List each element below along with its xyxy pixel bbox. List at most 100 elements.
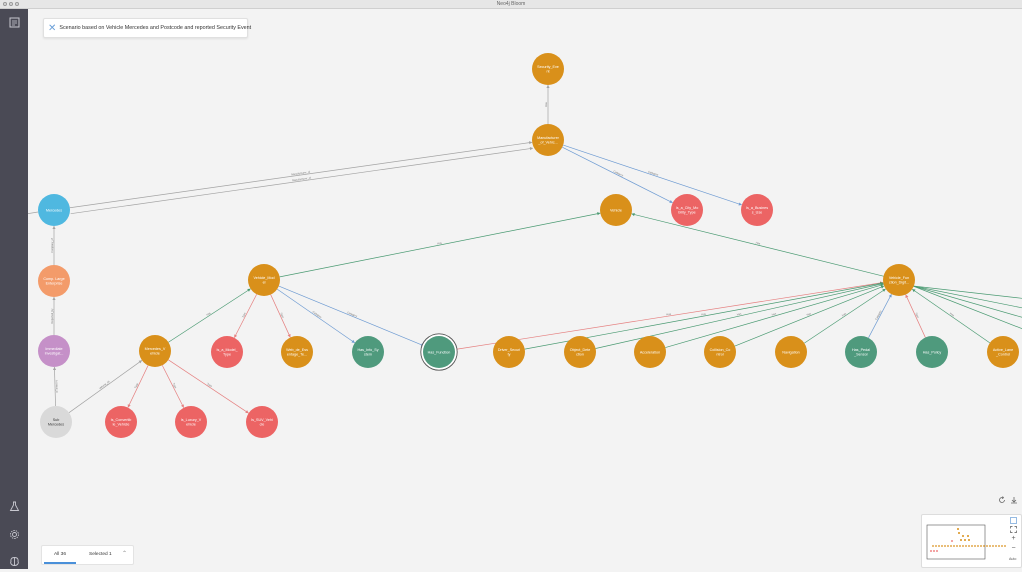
node-circle[interactable] [671,194,703,226]
node-circle[interactable] [211,336,243,368]
graph-edge[interactable] [54,366,56,407]
graph-edge[interactable] [563,144,742,206]
graph-node-vfun[interactable]: Vehicle_Function_Digit... [883,264,915,296]
graph-node-veh[interactable]: Vehicle [600,194,632,226]
flask-icon[interactable] [7,499,21,513]
graph-edge[interactable] [912,285,1022,299]
node-circle[interactable] [704,336,736,368]
minimize-window-button[interactable] [9,2,13,6]
graph-node-vmod[interactable]: Vehicle_Model [248,264,280,296]
graph-node-pol[interactable]: Has_Policy [916,336,948,368]
maximize-window-button[interactable] [15,2,19,6]
node-circle[interactable] [423,336,455,368]
zoom-in-button[interactable]: + [1011,535,1016,542]
graph-edge[interactable] [28,211,39,215]
node-circle[interactable] [741,194,773,226]
refresh-icon[interactable] [997,495,1006,504]
graph-edge[interactable] [911,288,991,344]
graph-edge[interactable] [665,284,884,348]
node-circle[interactable] [532,53,564,85]
node-circle[interactable] [600,194,632,226]
node-circle[interactable] [493,336,525,368]
minimap-icon[interactable] [1009,516,1018,525]
node-circle[interactable] [175,406,207,438]
graph-node-suv[interactable]: Is_SUV_Vehicle [246,406,278,438]
node-circle[interactable] [564,336,596,368]
zoom-out-button[interactable]: − [1011,545,1016,552]
graph-edge[interactable] [868,293,892,339]
node-circle[interactable] [281,336,313,368]
graph-node-alc[interactable]: Active_Lane_Control [987,336,1019,368]
node-circle[interactable] [38,194,70,226]
graph-edge[interactable] [168,359,249,414]
node-circle[interactable] [246,406,278,438]
fit-icon[interactable] [1009,525,1018,534]
node-circle[interactable] [352,336,384,368]
graph-node-model[interactable]: Is_a_Model_Type [211,336,243,368]
close-window-button[interactable] [3,2,7,6]
graph-node-sec[interactable]: Security_Event [532,53,564,85]
node-circle[interactable] [248,264,280,296]
settings-icon[interactable] [7,527,21,541]
graph-node-hps[interactable]: Has_Pedal_Sensor [845,336,877,368]
graph-edge[interactable] [278,285,425,347]
graph-node-func[interactable]: Has_Function [420,333,458,371]
perspective-icon[interactable] [7,15,21,29]
graph-node-drsec[interactable]: Driver_Security [493,336,525,368]
node-circle[interactable] [38,265,70,297]
graph-edge[interactable] [454,282,884,350]
graph-edge[interactable] [912,285,1022,319]
graph-edge[interactable] [804,288,886,344]
node-circle[interactable] [532,124,564,156]
node-circle[interactable] [916,336,948,368]
close-icon[interactable]: ✕ [48,22,57,34]
graph-edge[interactable] [168,288,251,343]
graph-edge[interactable] [161,365,185,408]
minimap[interactable] [922,515,1021,567]
node-circle[interactable] [987,336,1019,368]
graph-node-lux[interactable]: Is_Luxury_Vehicle [175,406,207,438]
graph-edge[interactable] [70,147,534,215]
node-circle[interactable] [40,406,72,438]
node-circle[interactable] [845,336,877,368]
graph-node-col[interactable]: Collision_Control [704,336,736,368]
graph-edge[interactable] [905,294,926,338]
node-circle[interactable] [38,335,70,367]
graph-edge[interactable] [276,288,356,344]
node-circle[interactable] [139,335,171,367]
node-circle[interactable] [775,336,807,368]
brain-icon[interactable] [7,554,21,568]
graph-node-pur[interactable]: ImmediateInvestigat... [38,335,70,367]
graph-node-nav[interactable]: Navigation [775,336,807,368]
graph-node-acc[interactable]: Acceleration [634,336,666,368]
tab-selected[interactable]: Selected 1 [89,552,112,557]
graph-edge[interactable] [279,212,601,278]
node-circle[interactable] [105,406,137,438]
graph-edge[interactable] [912,285,1022,309]
graph-node-web[interactable]: Web_de_Essentage_Te... [281,336,313,368]
graph-edge[interactable] [68,360,143,413]
node-circle[interactable] [883,264,915,296]
graph-edge[interactable] [734,285,885,347]
graph-edge[interactable] [69,141,533,209]
graph-edge[interactable] [631,213,884,277]
node-circle[interactable] [634,336,666,368]
graph-edge[interactable] [562,146,673,204]
tab-all[interactable]: All 36 [54,552,66,557]
graph-node-mer[interactable]: Mercedes [38,194,70,226]
graph-edge[interactable] [234,294,257,338]
graph-node-mveh[interactable]: Mercedes_Vehicle [139,335,171,367]
graph-edge[interactable] [595,283,884,349]
export-icon[interactable] [1009,495,1018,504]
graph-edge[interactable] [912,285,1022,331]
graph-node-manu[interactable]: Manufacturer_of_Vehic... [532,124,564,156]
graph-edge[interactable] [270,294,291,338]
